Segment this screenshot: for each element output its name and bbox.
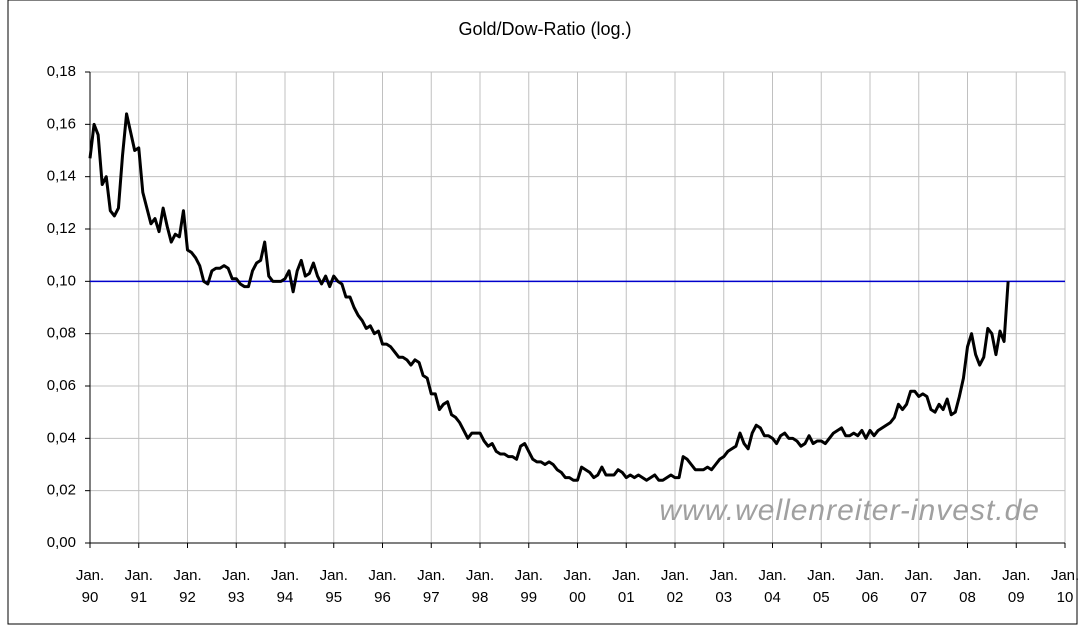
x-tick-label: Jan. 97 [417,567,446,606]
y-tick-label: 0,18 [47,63,76,80]
x-tick-label: Jan. 10 [1050,567,1078,606]
x-tick-label: Jan. 95 [319,567,348,606]
x-tick-label: Jan. 06 [855,567,885,606]
y-tick-label: 0,04 [47,429,76,446]
chart-title: Gold/Dow-Ratio (log.) [458,19,631,39]
y-tick-label: 0,16 [47,115,76,132]
x-tick-label: Jan. 92 [173,567,202,606]
x-tick-label: Jan. 93 [222,567,251,606]
y-tick-label: 0,00 [47,534,76,551]
x-tick-label: Jan. 05 [807,567,836,606]
x-tick-label: Jan. 98 [465,567,495,606]
x-tick-label: Jan. 96 [368,567,397,606]
y-tick-label: 0,10 [47,272,76,289]
x-tick-label: Jan. 99 [514,567,543,606]
y-tick-label: 0,06 [47,377,76,394]
x-tick-label: Jan. 90 [75,567,105,606]
x-tick-label: Jan. 07 [904,567,933,606]
x-tick-label: Jan. 94 [270,567,300,606]
y-tick-label: 0,12 [47,220,76,237]
x-tick-label: Jan. 08 [953,567,982,606]
x-tick-label: Jan. 01 [612,567,641,606]
y-tick-label: 0,02 [47,482,76,499]
y-tick-label: 0,08 [47,325,76,342]
x-tick-label: Jan. 09 [1002,567,1031,606]
x-tick-label: Jan. 00 [563,567,592,606]
x-tick-label: Jan. 02 [660,567,690,606]
x-tick-label: Jan. 03 [709,567,738,606]
y-tick-label: 0,14 [47,168,76,185]
x-tick-label: Jan. 91 [124,567,153,606]
data-line [88,112,1010,482]
x-tick-label: Jan. 04 [758,567,787,606]
watermark: www.wellenreiter-invest.de [659,494,1040,527]
